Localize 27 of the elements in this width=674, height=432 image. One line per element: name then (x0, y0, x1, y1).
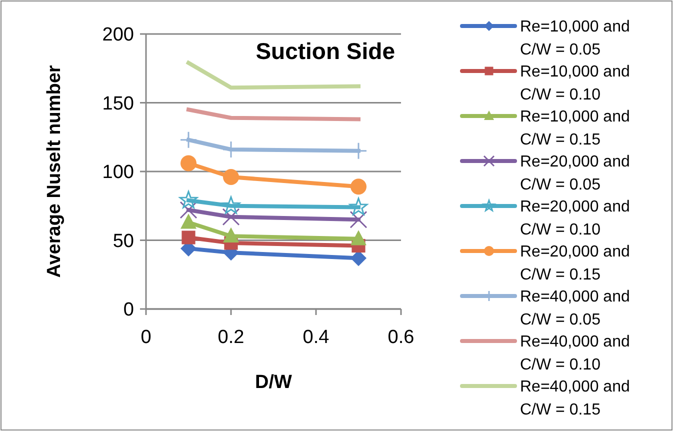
point (350, 210, 368, 228)
point (180, 201, 198, 219)
point (180, 131, 198, 149)
y-tick-label: 50 (112, 230, 134, 252)
y-tick-label: 0 (123, 300, 134, 321)
point (350, 178, 366, 195)
y-tick-label: 100 (102, 162, 134, 184)
point (349, 198, 368, 216)
y-tick-label: 200 (102, 24, 134, 46)
point (350, 230, 366, 246)
point (180, 155, 196, 172)
point (223, 169, 239, 185)
legend-label: Re=40,000 and C/W = 0.15 (520, 378, 630, 419)
point (223, 227, 239, 243)
point (180, 214, 196, 229)
y-tick-label: 150 (102, 93, 134, 114)
point (222, 196, 240, 214)
x-tick-label: 0.6 (388, 327, 414, 348)
annotation: Suction Side (256, 38, 395, 64)
x-axis-title: D/W (255, 372, 292, 393)
x-tick-label: 0.2 (218, 327, 244, 348)
x-tick-label: 0.4 (302, 327, 330, 348)
y-axis-title: Average Nuselt number (44, 64, 65, 278)
x-tick-label: 0 (140, 327, 152, 348)
point (182, 230, 196, 244)
point (179, 190, 198, 208)
point (222, 208, 240, 226)
